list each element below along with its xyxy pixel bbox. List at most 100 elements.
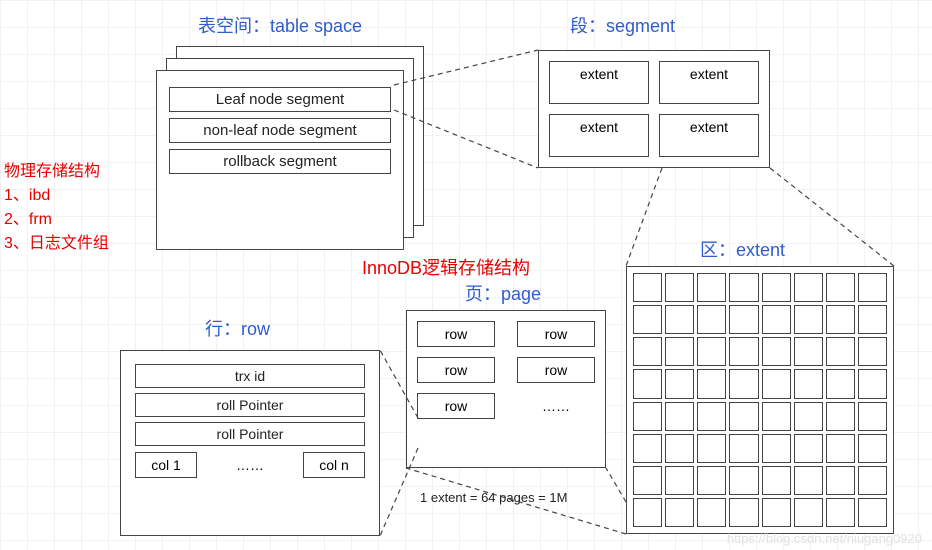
extent-cell (729, 337, 758, 366)
extent-cell (826, 273, 855, 302)
extent-cell (794, 337, 823, 366)
extent-grid (626, 266, 894, 534)
extent-cell (633, 434, 662, 463)
extent-cell (665, 402, 694, 431)
extent-cell (794, 369, 823, 398)
extent-cell (729, 369, 758, 398)
row-item: trx id (135, 364, 365, 388)
page-row-item: row (417, 393, 495, 419)
extent-cell (762, 305, 791, 334)
extent-cell (826, 305, 855, 334)
extent-cell (729, 273, 758, 302)
extent-cell (697, 305, 726, 334)
physical-block: 物理存储结构 1、ibd 2、frm 3、日志文件组 (4, 160, 109, 256)
row-col-mid: …… (205, 457, 295, 473)
extent-cell (762, 434, 791, 463)
extent-cell (697, 466, 726, 495)
extent-cell (826, 434, 855, 463)
extent-cell (762, 466, 791, 495)
tablespace-item: Leaf node segment (169, 87, 391, 112)
extent-item: extent (659, 61, 759, 104)
page-row-item: row (517, 321, 595, 347)
extent-cell (633, 273, 662, 302)
title-row: 行：row (205, 315, 270, 341)
page-row-item: row (517, 357, 595, 383)
extent-cell (633, 402, 662, 431)
tablespace-item: rollback segment (169, 149, 391, 174)
row-col-first: col 1 (135, 452, 197, 478)
extent-cell (794, 305, 823, 334)
extent-cell (697, 337, 726, 366)
row-box: trx id roll Pointer roll Pointer col 1 …… (120, 350, 380, 536)
tablespace-sheet-front: Leaf node segment non-leaf node segment … (156, 70, 404, 250)
extent-cell (729, 434, 758, 463)
extent-cell (858, 498, 887, 527)
extent-cell (665, 369, 694, 398)
extent-cell (665, 466, 694, 495)
page-row-item: row (417, 357, 495, 383)
extent-cell (633, 337, 662, 366)
title-extent: 区：extent (700, 236, 785, 262)
extent-cell (729, 466, 758, 495)
extent-cell (762, 337, 791, 366)
extent-cell (729, 305, 758, 334)
extent-cell (697, 434, 726, 463)
extent-cell (858, 369, 887, 398)
extent-cell (665, 434, 694, 463)
extent-cell (762, 273, 791, 302)
extent-cell (858, 273, 887, 302)
extent-cell (794, 402, 823, 431)
extent-cell (697, 402, 726, 431)
extent-item: extent (659, 114, 759, 157)
extent-cell (794, 434, 823, 463)
extent-cell (826, 402, 855, 431)
extent-cell (794, 273, 823, 302)
extent-cell (697, 498, 726, 527)
extent-cell (794, 466, 823, 495)
segment-box: extent extent extent extent (538, 50, 770, 168)
page-more: …… (517, 398, 595, 414)
extent-item: extent (549, 61, 649, 104)
title-center: InnoDB逻辑存储结构 (362, 254, 530, 280)
extent-cell (858, 402, 887, 431)
row-item: roll Pointer (135, 393, 365, 417)
extent-cell (633, 305, 662, 334)
watermark: https://blog.csdn.net/niugang0920 (727, 531, 922, 546)
extent-item: extent (549, 114, 649, 157)
extent-cell (633, 369, 662, 398)
title-segment: 段：segment (570, 12, 675, 38)
extent-cell (794, 498, 823, 527)
physical-heading: 物理存储结构 (4, 160, 109, 184)
page-caption: 1 extent = 64 pages = 1M (420, 490, 567, 505)
extent-cell (729, 498, 758, 527)
physical-item: 3、日志文件组 (4, 232, 109, 256)
page-row-item: row (417, 321, 495, 347)
extent-cell (826, 498, 855, 527)
extent-cell (858, 434, 887, 463)
page-box: row row row row row …… (406, 310, 606, 468)
tablespace-item: non-leaf node segment (169, 118, 391, 143)
extent-cell (762, 369, 791, 398)
extent-cell (826, 369, 855, 398)
physical-item: 1、ibd (4, 184, 109, 208)
extent-cell (858, 337, 887, 366)
title-page: 页：page (465, 280, 541, 306)
extent-cell (665, 305, 694, 334)
extent-cell (826, 466, 855, 495)
extent-cell (697, 369, 726, 398)
extent-cell (858, 305, 887, 334)
extent-cell (665, 498, 694, 527)
extent-cell (762, 498, 791, 527)
extent-cell (858, 466, 887, 495)
physical-item: 2、frm (4, 208, 109, 232)
row-item: roll Pointer (135, 422, 365, 446)
extent-cell (665, 337, 694, 366)
extent-cell (762, 402, 791, 431)
extent-cell (665, 273, 694, 302)
extent-cell (697, 273, 726, 302)
extent-cell (633, 466, 662, 495)
extent-cell (826, 337, 855, 366)
extent-cell (729, 402, 758, 431)
title-tablespace: 表空间：table space (198, 12, 362, 38)
extent-cell (633, 498, 662, 527)
